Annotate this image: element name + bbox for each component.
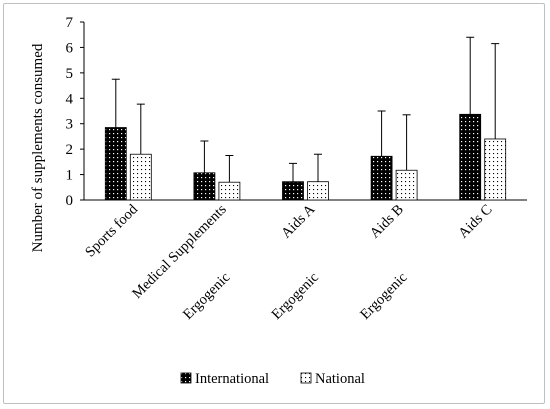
bars: [104, 113, 507, 201]
x-tick-label-prefix: Ergogenic: [357, 270, 410, 323]
y-axis-label: Number of supplements consumed: [30, 43, 46, 252]
bar-national-3: [307, 181, 329, 201]
legend-label-international: International: [195, 371, 269, 387]
axes: 0 1 2 3 4 5 6 7: [66, 15, 527, 209]
y-tick-label: 3: [66, 117, 74, 133]
y-axis-title: Number of supplements consumed: [30, 43, 46, 252]
y-tick-label: 4: [66, 91, 74, 107]
y-tick-label: 7: [66, 15, 74, 31]
bar-national-2: [218, 181, 241, 201]
chart-frame: [3, 3, 545, 404]
x-tick-label-prefix: Ergogenic: [269, 270, 322, 323]
bar-national-1: [129, 153, 152, 201]
bar-international-2: [193, 172, 216, 201]
x-tick-label: Aids B: [367, 202, 407, 242]
legend: International National: [180, 371, 365, 387]
legend-swatch-international: [180, 372, 192, 384]
bar-national-5: [484, 138, 507, 201]
x-tick-label: Aids C: [455, 202, 495, 242]
y-tick-label: 1: [66, 168, 74, 184]
x-tick-label-prefix: Ergogenic: [180, 270, 233, 323]
bar-international-1: [104, 127, 127, 201]
bar-international-3: [282, 181, 304, 201]
legend-label-national: National: [315, 371, 365, 387]
legend-swatch-national: [300, 372, 312, 384]
bar-national-4: [395, 169, 418, 201]
bar-international-4: [370, 155, 393, 201]
error-bars: [111, 36, 500, 183]
bar-international-5: [459, 113, 482, 201]
x-tick-label: Aids A: [278, 201, 318, 241]
y-tick-label: 2: [66, 142, 74, 158]
y-tick-label: 6: [66, 40, 74, 56]
x-tick-label: Sports food: [82, 201, 141, 260]
y-tick-label: 5: [66, 66, 74, 82]
y-tick-label: 0: [66, 193, 74, 209]
